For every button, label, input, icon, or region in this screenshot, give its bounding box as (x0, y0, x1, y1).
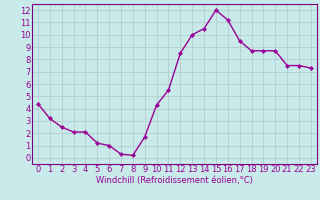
X-axis label: Windchill (Refroidissement éolien,°C): Windchill (Refroidissement éolien,°C) (96, 176, 253, 185)
